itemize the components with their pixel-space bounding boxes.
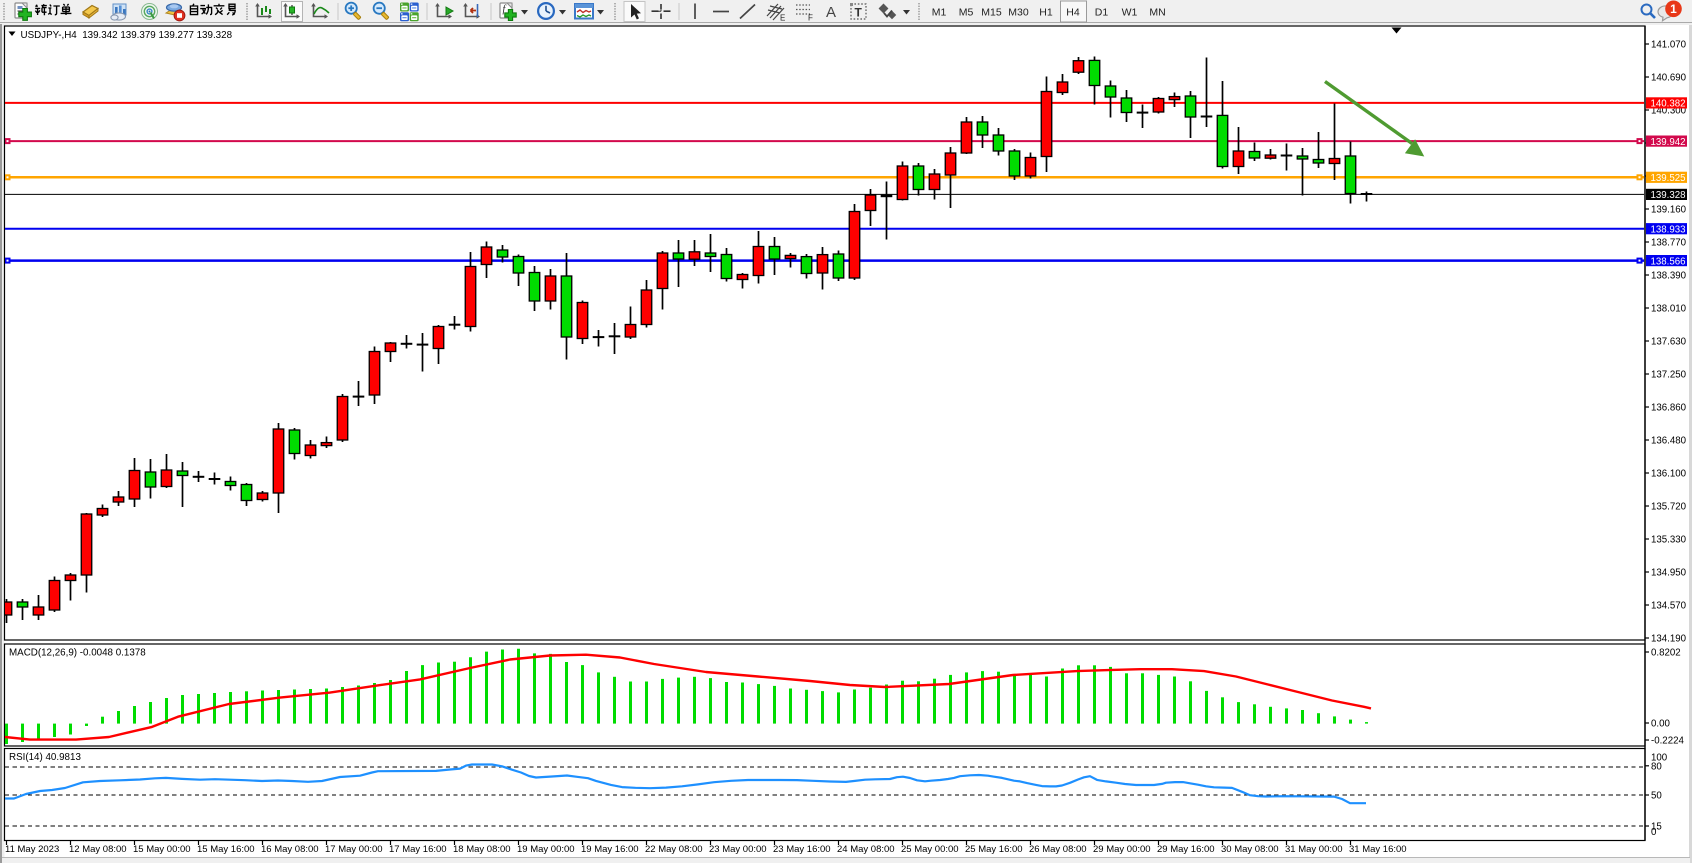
svg-text:0.8202: 0.8202 [1651, 648, 1681, 659]
svg-text:100: 100 [1651, 753, 1668, 764]
svg-text:136.480: 136.480 [1651, 436, 1687, 447]
svg-text:23 May 00:00: 23 May 00:00 [709, 844, 767, 855]
svg-text:RSI(14) 40.9813: RSI(14) 40.9813 [9, 752, 81, 763]
svg-text:140.300: 140.300 [1651, 106, 1687, 117]
svg-text:f: f [503, 4, 507, 15]
svg-text:138.933: 138.933 [1651, 225, 1686, 236]
svg-text:134.570: 134.570 [1651, 601, 1687, 612]
svg-text:138.390: 138.390 [1651, 271, 1687, 282]
svg-text:M30: M30 [1008, 6, 1029, 18]
svg-text:M1: M1 [932, 6, 947, 18]
svg-text:-0.2224: -0.2224 [1651, 736, 1684, 747]
svg-text:D1: D1 [1095, 6, 1109, 18]
svg-text:17 May 00:00: 17 May 00:00 [325, 844, 383, 855]
svg-text:W1: W1 [1122, 6, 1138, 18]
svg-text:141.070: 141.070 [1651, 40, 1687, 51]
svg-text:80: 80 [1651, 761, 1662, 772]
svg-text:25 May 16:00: 25 May 16:00 [965, 844, 1023, 855]
svg-text:M5: M5 [959, 6, 974, 18]
svg-text:15 May 16:00: 15 May 16:00 [197, 844, 255, 855]
svg-text:134.190: 134.190 [1651, 634, 1687, 645]
svg-text:F: F [808, 14, 813, 23]
svg-text:USDJPY-,H4 139.342 139.379 13: USDJPY-,H4 139.342 139.379 139.277 139.3… [21, 30, 233, 41]
svg-text:T: T [855, 6, 863, 20]
svg-text:139.160: 139.160 [1651, 205, 1687, 216]
svg-text:17 May 16:00: 17 May 16:00 [389, 844, 447, 855]
svg-text:25 May 00:00: 25 May 00:00 [901, 844, 959, 855]
svg-text:138.770: 138.770 [1651, 238, 1687, 249]
svg-text:134.950: 134.950 [1651, 568, 1687, 579]
svg-text:136.860: 136.860 [1651, 403, 1687, 414]
svg-text:135.720: 135.720 [1651, 502, 1687, 513]
svg-text:M15: M15 [981, 6, 1002, 18]
svg-text:H1: H1 [1039, 6, 1053, 18]
svg-text:30 May 08:00: 30 May 08:00 [1221, 844, 1279, 855]
svg-text:19 May 00:00: 19 May 00:00 [517, 844, 575, 855]
svg-text:15 May 00:00: 15 May 00:00 [133, 844, 191, 855]
svg-text:138.010: 138.010 [1651, 304, 1687, 315]
svg-text:16 May 08:00: 16 May 08:00 [261, 844, 319, 855]
svg-text:MN: MN [1149, 6, 1165, 18]
svg-text:140.690: 140.690 [1651, 73, 1687, 84]
svg-text:E: E [780, 14, 785, 23]
svg-text:18 May 08:00: 18 May 08:00 [453, 844, 511, 855]
svg-text:31 May 16:00: 31 May 16:00 [1349, 844, 1407, 855]
svg-text:24 May 08:00: 24 May 08:00 [837, 844, 895, 855]
svg-text:11 May 2023: 11 May 2023 [5, 844, 59, 855]
svg-text:29 May 16:00: 29 May 16:00 [1157, 844, 1215, 855]
svg-text:139.328: 139.328 [1651, 190, 1686, 201]
svg-text:26 May 08:00: 26 May 08:00 [1029, 844, 1087, 855]
svg-text:22 May 08:00: 22 May 08:00 [645, 844, 703, 855]
svg-text:H4: H4 [1066, 6, 1080, 18]
svg-text:31 May 00:00: 31 May 00:00 [1285, 844, 1343, 855]
svg-text:135.330: 135.330 [1651, 535, 1687, 546]
svg-text:12 May 08:00: 12 May 08:00 [69, 844, 127, 855]
svg-text:MACD(12,26,9) -0.0048 0.1378: MACD(12,26,9) -0.0048 0.1378 [9, 648, 146, 659]
svg-text:0: 0 [1651, 827, 1657, 838]
svg-text:15: 15 [1651, 822, 1662, 833]
svg-text:139.525: 139.525 [1651, 173, 1686, 184]
svg-text:50: 50 [1651, 791, 1662, 802]
svg-text:23 May 16:00: 23 May 16:00 [773, 844, 831, 855]
svg-text:137.630: 137.630 [1651, 337, 1687, 348]
svg-text:139.942: 139.942 [1651, 137, 1686, 148]
svg-text:0.00: 0.00 [1651, 719, 1670, 730]
svg-text:136.100: 136.100 [1651, 469, 1687, 480]
svg-text:1: 1 [1670, 2, 1677, 16]
svg-text:140.382: 140.382 [1651, 99, 1686, 110]
svg-text:138.566: 138.566 [1651, 256, 1686, 267]
svg-text:29 May 00:00: 29 May 00:00 [1093, 844, 1151, 855]
svg-text:A: A [826, 4, 836, 21]
svg-text:19 May 16:00: 19 May 16:00 [581, 844, 639, 855]
svg-text:137.250: 137.250 [1651, 370, 1687, 381]
